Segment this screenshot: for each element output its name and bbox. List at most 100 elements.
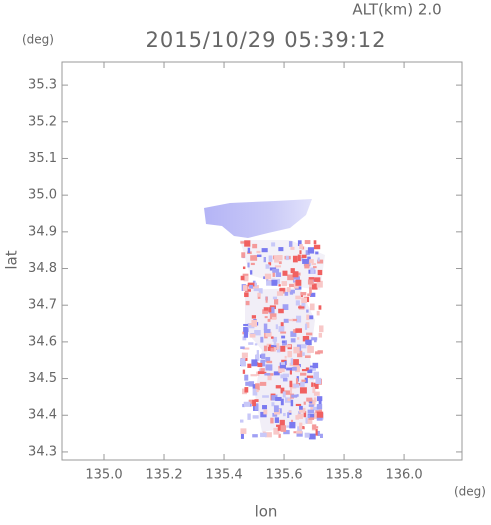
echo-cell: [254, 329, 261, 336]
echo-cell: [296, 430, 303, 434]
echo-cell: [312, 362, 319, 369]
echo-cell: [256, 350, 259, 356]
echo-cell: [293, 431, 297, 434]
echo-cell: [280, 398, 284, 406]
echo-cell: [289, 367, 292, 375]
echo-cell: [282, 304, 289, 310]
echo-cell: [305, 339, 312, 346]
echo-cell: [268, 255, 273, 262]
y-tick-label: 34.6: [28, 334, 57, 349]
echo-cell: [304, 432, 310, 438]
y-unit: (deg): [22, 33, 54, 47]
echo-cell: [312, 406, 319, 411]
echo-cell: [287, 398, 291, 401]
echo-cell: [272, 336, 278, 342]
echo-cell: [270, 347, 275, 352]
echo-cell: [293, 383, 300, 388]
echo-cell: [311, 263, 316, 266]
echo-cell: [240, 241, 245, 244]
echo-cell: [295, 300, 300, 306]
echo-cell: [300, 372, 307, 376]
echo-cell: [256, 250, 261, 254]
echo-cell: [290, 246, 295, 250]
echo-cell: [294, 363, 297, 370]
echo-cell: [266, 360, 273, 364]
echo-cell: [253, 288, 259, 292]
echo-cell: [264, 373, 271, 376]
echo-cell: [315, 377, 322, 384]
echo-cell: [280, 362, 286, 365]
echo-cell: [262, 405, 268, 410]
y-tick-label: 34.9: [28, 224, 57, 239]
echo-cell: [289, 380, 293, 388]
echo-cell: [240, 275, 245, 281]
echo-cell: [265, 264, 270, 269]
echo-cell: [276, 343, 280, 350]
echo-cell: [297, 240, 302, 247]
echo-cell: [284, 390, 292, 395]
echo-cell: [280, 322, 284, 329]
x-tick-label: 135.0: [85, 468, 122, 483]
echo-cell: [273, 371, 280, 376]
echo-cell: [282, 377, 288, 382]
echo-cell: [264, 273, 272, 280]
echo-cell: [266, 280, 272, 286]
echo-cell: [273, 427, 280, 435]
echo-cell: [260, 359, 266, 367]
echo-cell: [313, 391, 320, 396]
echo-cell: [240, 361, 246, 367]
echo-cell: [244, 387, 249, 393]
echo-cell: [301, 302, 306, 309]
echo-cell: [252, 280, 256, 285]
echo-cell: [251, 315, 257, 319]
echo-cell: [305, 417, 308, 424]
echo-cell: [254, 282, 257, 287]
echo-cell: [279, 345, 286, 352]
y-tick-label: 35.2: [28, 114, 57, 129]
echo-region: [204, 199, 312, 238]
echo-cell: [306, 332, 313, 336]
echo-cell: [290, 331, 297, 337]
echo-cell: [305, 250, 310, 256]
echo-cell: [308, 433, 316, 440]
echo-cell: [297, 254, 301, 262]
echo-cell: [274, 265, 282, 268]
echo-cell: [299, 422, 303, 430]
echo-cell: [252, 399, 257, 407]
echo-cell: [257, 362, 263, 368]
echo-cell: [319, 433, 323, 439]
echo-cell: [309, 367, 316, 371]
echo-cell: [263, 409, 268, 415]
echo-cell: [265, 357, 271, 363]
echo-cell: [242, 336, 247, 341]
echo-cell: [250, 262, 255, 266]
echo-cell: [316, 310, 320, 316]
echo-cell: [288, 410, 292, 413]
echo-cell: [299, 250, 302, 254]
echo-cell: [316, 416, 323, 421]
echo-cell: [314, 277, 321, 282]
echo-cell: [292, 255, 298, 263]
echo-cell: [310, 406, 315, 411]
echo-cell: [315, 351, 321, 355]
echo-cell: [257, 371, 265, 375]
echo-cell: [240, 433, 244, 439]
echo-cell: [254, 343, 258, 346]
echo-cell: [265, 296, 268, 303]
echo-cell: [311, 382, 314, 387]
echo-cell: [260, 432, 267, 438]
echo-cell: [300, 344, 307, 349]
echo-cell: [290, 338, 296, 343]
echo-cell: [290, 358, 294, 365]
echo-cell: [262, 309, 269, 314]
echo-cell: [254, 399, 259, 402]
echo-cell: [313, 371, 320, 379]
echo-cell: [248, 342, 254, 345]
echo-cell: [287, 274, 294, 281]
echo-cell: [316, 404, 323, 410]
echo-cell: [301, 425, 304, 429]
echo-cell: [268, 262, 272, 266]
echo-cell: [263, 307, 269, 311]
echo-cell: [242, 356, 246, 360]
echo-cell: [291, 366, 297, 371]
